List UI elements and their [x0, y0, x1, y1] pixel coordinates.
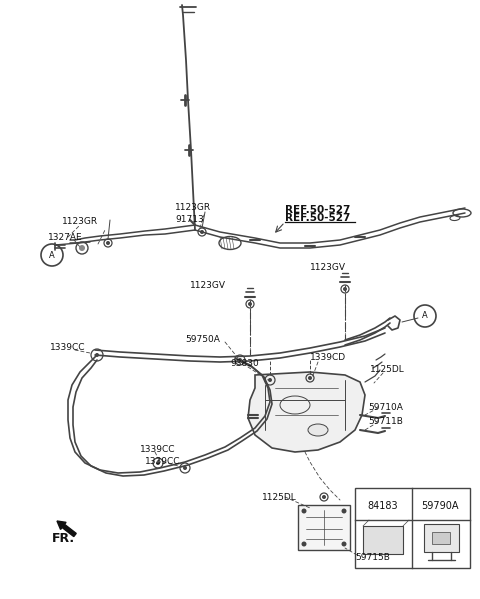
Circle shape	[343, 287, 347, 291]
Text: 1123GR: 1123GR	[175, 204, 211, 213]
Text: A: A	[422, 311, 428, 320]
Text: 1339CC: 1339CC	[145, 458, 180, 467]
Text: 1339CC: 1339CC	[140, 446, 176, 455]
Text: 1123GV: 1123GV	[190, 280, 226, 289]
Circle shape	[200, 230, 204, 234]
Circle shape	[268, 378, 272, 382]
Bar	[355, 488, 470, 568]
Text: 1123GV: 1123GV	[310, 264, 346, 273]
Text: 59711B: 59711B	[368, 418, 403, 426]
Bar	[298, 505, 350, 550]
Bar	[363, 526, 403, 554]
FancyArrow shape	[57, 521, 76, 537]
Circle shape	[156, 461, 160, 465]
Circle shape	[79, 245, 85, 251]
Circle shape	[308, 376, 312, 380]
Circle shape	[183, 466, 187, 470]
Ellipse shape	[308, 424, 328, 436]
Circle shape	[341, 541, 347, 546]
Text: 59790A: 59790A	[421, 501, 459, 511]
Text: 93830: 93830	[230, 359, 259, 368]
Circle shape	[248, 302, 252, 306]
Text: 1327AE: 1327AE	[48, 232, 83, 241]
Text: 91713: 91713	[175, 216, 204, 225]
Text: A: A	[49, 250, 55, 259]
Text: 1123GR: 1123GR	[62, 217, 98, 226]
Text: 1125DL: 1125DL	[262, 494, 297, 503]
Bar	[432, 532, 450, 544]
Circle shape	[238, 358, 242, 362]
Circle shape	[95, 353, 99, 357]
Bar	[424, 524, 459, 552]
Circle shape	[301, 509, 307, 513]
Text: 59715B: 59715B	[355, 553, 390, 562]
Text: 59710A: 59710A	[368, 404, 403, 413]
Circle shape	[106, 241, 110, 245]
Text: 1339CD: 1339CD	[310, 353, 346, 362]
Circle shape	[341, 509, 347, 513]
Polygon shape	[248, 372, 365, 452]
Text: 1339CC: 1339CC	[50, 343, 85, 352]
Text: REF.50-527: REF.50-527	[285, 213, 350, 223]
Text: 59750A: 59750A	[185, 335, 220, 344]
Text: REF.50-527: REF.50-527	[285, 205, 350, 215]
Text: 84183: 84183	[368, 501, 398, 511]
Text: 1125DL: 1125DL	[370, 365, 405, 374]
Circle shape	[301, 541, 307, 546]
Circle shape	[322, 495, 326, 499]
Text: FR.: FR.	[52, 531, 75, 544]
